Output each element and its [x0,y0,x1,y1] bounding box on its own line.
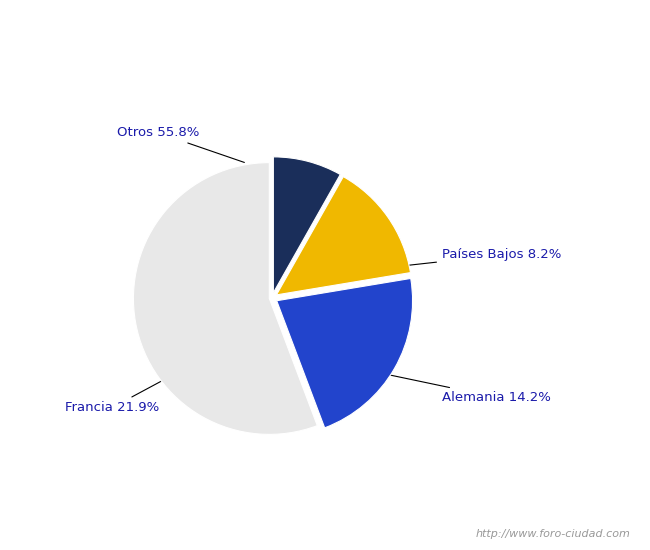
Text: http://www.foro-ciudad.com: http://www.foro-ciudad.com [476,529,630,539]
Text: Amurrio - Turistas extranjeros según país - Agosto de 2024: Amurrio - Turistas extranjeros según paí… [48,12,602,30]
Text: Otros 55.8%: Otros 55.8% [117,126,244,162]
Text: Alemania 14.2%: Alemania 14.2% [354,367,551,404]
Text: Países Bajos 8.2%: Países Bajos 8.2% [367,249,562,270]
Text: Francia 21.9%: Francia 21.9% [65,378,166,414]
